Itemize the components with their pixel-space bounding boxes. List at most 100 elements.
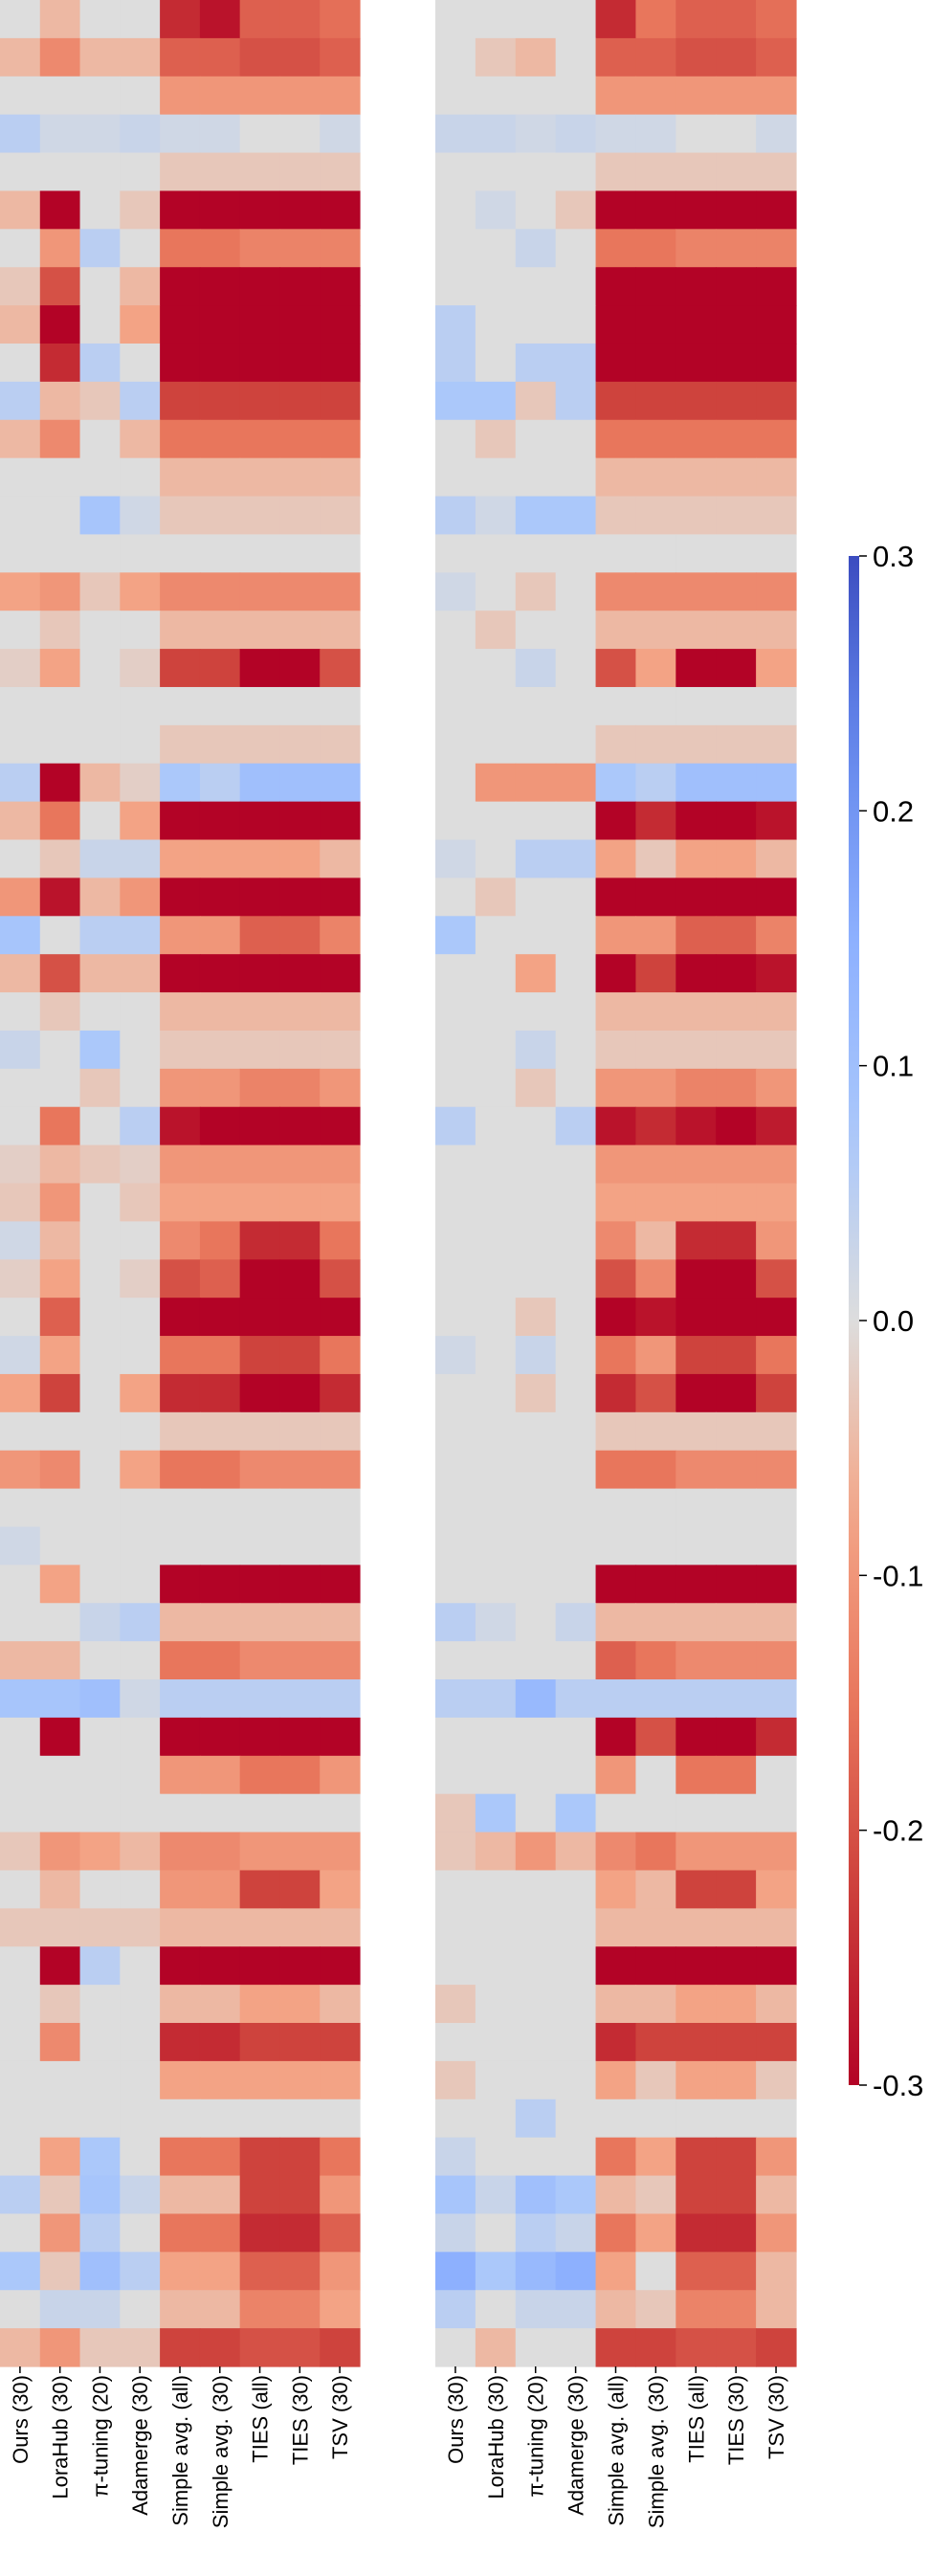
heatmap-cell xyxy=(475,1946,517,1986)
heatmap-cell xyxy=(279,1450,321,1490)
heatmap-cell xyxy=(39,1870,81,1909)
heatmap-cell xyxy=(595,877,637,917)
heatmap-cell xyxy=(515,190,557,230)
heatmap-cell xyxy=(475,954,517,993)
heatmap-cell xyxy=(595,305,637,344)
heatmap-cell xyxy=(515,2213,557,2253)
heatmap-cell xyxy=(120,1526,161,1566)
heatmap-cell xyxy=(515,2252,557,2291)
heatmap-cell xyxy=(160,839,201,879)
heatmap-cell xyxy=(756,1793,797,1833)
heatmap-cell xyxy=(716,1411,757,1452)
heatmap-cell xyxy=(320,1832,361,1872)
heatmap-cell xyxy=(555,877,597,917)
heatmap-cell xyxy=(555,1336,597,1375)
heatmap-cell xyxy=(716,1221,757,1260)
heatmap-cell xyxy=(595,1336,637,1375)
colorbar-tick-label: 0.1 xyxy=(873,1050,914,1083)
heatmap-cell xyxy=(675,457,717,498)
heatmap-cell xyxy=(435,2175,476,2215)
heatmap-cell xyxy=(199,457,241,498)
heatmap-cell xyxy=(239,0,281,39)
heatmap-cell xyxy=(675,0,717,39)
heatmap-cell xyxy=(675,1221,717,1260)
heatmap-cell xyxy=(475,1717,517,1757)
heatmap-cell xyxy=(555,1373,597,1413)
heatmap-cell xyxy=(279,572,321,611)
heatmap-cell xyxy=(716,1832,757,1872)
heatmap-cell xyxy=(79,1679,121,1719)
heatmap-cell xyxy=(716,1030,757,1070)
heatmap-cell xyxy=(79,496,121,536)
heatmap-cell xyxy=(435,1565,476,1604)
heatmap-cell xyxy=(0,1641,41,1680)
heatmap-cell xyxy=(675,496,717,536)
heatmap-cell xyxy=(555,1068,597,1108)
heatmap-cell xyxy=(79,724,121,765)
heatmap-cell xyxy=(0,1030,41,1070)
heatmap-cell xyxy=(635,1450,676,1490)
heatmap-cell xyxy=(199,1603,241,1642)
heatmap-cell xyxy=(716,954,757,993)
heatmap-cell xyxy=(160,1946,201,1986)
heatmap-cell xyxy=(675,152,717,192)
heatmap-cell xyxy=(199,801,241,841)
heatmap-cell xyxy=(595,114,637,154)
heatmap-cell xyxy=(79,229,121,268)
heatmap-cell xyxy=(555,1946,597,1986)
heatmap-cell xyxy=(435,649,476,688)
heatmap-cell xyxy=(435,1450,476,1490)
heatmap-cell xyxy=(39,1832,81,1872)
heatmap-cell xyxy=(0,724,41,765)
heatmap-cell xyxy=(635,343,676,383)
heatmap-cell xyxy=(716,1068,757,1108)
heatmap-cell xyxy=(435,1717,476,1757)
heatmap-cell xyxy=(756,1411,797,1452)
heatmap-cell xyxy=(475,2099,517,2139)
heatmap-cell xyxy=(0,839,41,879)
heatmap-cell xyxy=(79,190,121,230)
heatmap-cell xyxy=(475,1298,517,1337)
colorbar-tick-label: -0.2 xyxy=(873,1814,923,1848)
heatmap-cell xyxy=(716,1144,757,1185)
heatmap-cell xyxy=(79,1450,121,1490)
heatmap-cell xyxy=(435,1068,476,1108)
heatmap-cell xyxy=(279,1183,321,1222)
heatmap-cell xyxy=(279,1717,321,1757)
heatmap-cell xyxy=(716,724,757,765)
heatmap-cell xyxy=(595,2252,637,2291)
heatmap-cell xyxy=(160,457,201,498)
heatmap-cell xyxy=(0,572,41,611)
heatmap-cell xyxy=(756,1259,797,1299)
heatmap-cell xyxy=(675,1603,717,1642)
heatmap-cell xyxy=(120,1641,161,1680)
heatmap-cell xyxy=(239,1144,281,1185)
heatmap-cell xyxy=(79,1526,121,1566)
heatmap-cell xyxy=(595,1832,637,1872)
heatmap-cell xyxy=(0,76,41,116)
heatmap-cell xyxy=(199,1221,241,1260)
heatmap-cell xyxy=(756,1488,797,1528)
heatmap-cell xyxy=(435,229,476,268)
heatmap-cell xyxy=(120,2328,161,2367)
heatmap-cell xyxy=(716,839,757,879)
heatmap-cell xyxy=(675,1411,717,1452)
heatmap-cell xyxy=(39,1717,81,1757)
heatmap-cell xyxy=(199,1717,241,1757)
heatmap-cell xyxy=(675,801,717,841)
heatmap-cell xyxy=(555,572,597,611)
heatmap-cell xyxy=(555,1641,597,1680)
heatmap-cell xyxy=(39,114,81,154)
heatmap-cell xyxy=(39,1221,81,1260)
heatmap-cell xyxy=(199,2213,241,2253)
heatmap-cell xyxy=(435,877,476,917)
heatmap-cell xyxy=(595,1411,637,1452)
heatmap-cell xyxy=(120,954,161,993)
heatmap-cell xyxy=(756,343,797,383)
heatmap-cell xyxy=(279,2328,321,2367)
heatmap-cell xyxy=(475,916,517,955)
heatmap-cell xyxy=(79,1603,121,1642)
heatmap-cell xyxy=(515,76,557,116)
heatmap-cell xyxy=(239,2099,281,2139)
heatmap-cell xyxy=(279,1641,321,1680)
